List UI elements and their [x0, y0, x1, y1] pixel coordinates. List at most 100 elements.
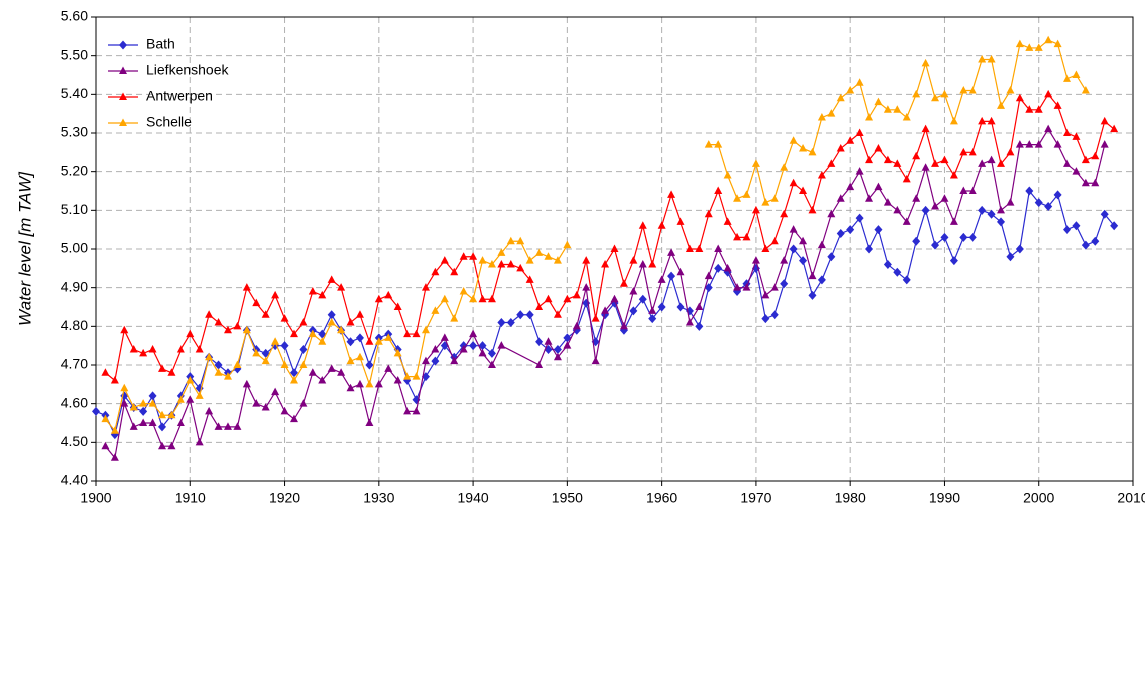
point — [544, 252, 553, 260]
point — [619, 279, 628, 287]
point — [1072, 70, 1081, 78]
point — [497, 248, 506, 256]
point — [337, 325, 346, 334]
point — [874, 182, 883, 191]
point — [780, 209, 789, 218]
point — [1100, 116, 1109, 125]
point — [535, 360, 544, 368]
point — [167, 441, 176, 450]
y-tick-label: 4.60 — [61, 394, 88, 410]
point — [751, 159, 760, 167]
point — [780, 256, 789, 264]
point — [497, 341, 506, 349]
point — [808, 147, 817, 156]
point — [714, 244, 723, 252]
point — [648, 306, 657, 314]
point — [516, 236, 525, 245]
x-tick-label: 1910 — [175, 490, 206, 506]
point — [799, 256, 808, 266]
point — [676, 302, 685, 312]
y-tick-label: 4.90 — [61, 278, 88, 294]
point — [148, 399, 157, 407]
point — [827, 252, 836, 262]
y-tick-label: 4.50 — [61, 433, 88, 449]
x-tick-label: 1930 — [363, 490, 394, 506]
point — [186, 329, 195, 338]
point — [931, 93, 940, 102]
point — [129, 422, 138, 430]
point — [1006, 147, 1015, 156]
point — [1063, 128, 1072, 136]
point — [346, 337, 355, 347]
plot-frame — [95, 16, 1134, 482]
point — [487, 360, 496, 368]
point — [120, 325, 129, 334]
point — [110, 426, 119, 434]
point — [865, 244, 874, 254]
point — [667, 271, 676, 281]
point — [1063, 159, 1072, 167]
point — [1081, 178, 1090, 187]
series — [101, 35, 1090, 434]
point — [714, 140, 723, 148]
point — [393, 348, 402, 357]
series — [101, 89, 1119, 384]
point — [167, 368, 176, 376]
point — [591, 314, 600, 322]
point — [836, 143, 845, 152]
point — [959, 232, 968, 242]
point — [572, 290, 581, 299]
point — [968, 232, 977, 242]
legend-marker — [119, 118, 127, 126]
point — [629, 287, 638, 295]
point — [601, 306, 610, 314]
point — [601, 259, 610, 268]
point — [949, 256, 958, 266]
y-tick-label: 4.80 — [61, 317, 88, 333]
point — [280, 360, 289, 368]
series — [92, 186, 1119, 440]
point — [516, 263, 525, 272]
point — [657, 302, 666, 312]
point — [817, 171, 826, 179]
point — [733, 283, 742, 291]
point — [393, 302, 402, 310]
point — [1091, 151, 1100, 160]
point — [997, 159, 1006, 167]
point — [789, 136, 798, 144]
point — [582, 283, 591, 291]
point — [176, 395, 185, 403]
point — [186, 375, 195, 384]
point — [469, 341, 478, 351]
point — [1044, 201, 1053, 211]
point — [1081, 85, 1090, 94]
point — [949, 116, 958, 125]
point — [129, 345, 138, 353]
point — [289, 368, 298, 378]
point — [799, 186, 808, 194]
point — [327, 310, 336, 320]
point — [846, 136, 855, 144]
point — [469, 252, 478, 260]
point — [846, 85, 855, 94]
y-tick-label: 5.00 — [61, 240, 88, 256]
point — [676, 267, 685, 276]
y-tick-label: 4.40 — [61, 472, 88, 488]
point — [657, 275, 666, 283]
point — [931, 201, 940, 210]
point — [619, 321, 628, 330]
point — [751, 205, 760, 214]
point — [629, 256, 638, 264]
point — [893, 159, 902, 167]
point — [120, 383, 129, 392]
point — [940, 194, 949, 202]
y-tick-label: 5.60 — [61, 8, 88, 24]
point — [912, 236, 921, 246]
point — [148, 391, 157, 401]
point — [308, 368, 317, 376]
point — [893, 267, 902, 277]
point — [421, 283, 430, 291]
point — [506, 259, 515, 268]
point — [1025, 43, 1034, 51]
point — [139, 418, 148, 426]
